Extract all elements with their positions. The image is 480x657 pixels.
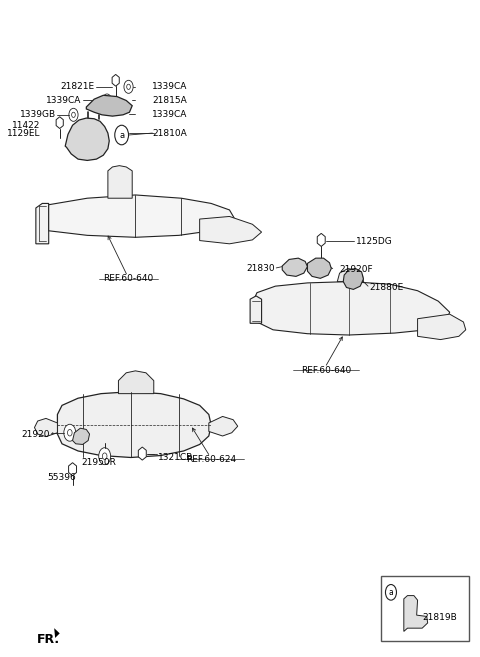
Text: 21920F: 21920F [339,265,373,275]
Circle shape [64,424,76,442]
Text: 21830: 21830 [247,264,276,273]
Circle shape [102,94,111,107]
Polygon shape [69,463,76,476]
Polygon shape [36,204,48,244]
Text: REF.60-640: REF.60-640 [103,275,154,283]
Polygon shape [343,269,363,290]
Polygon shape [65,118,109,160]
Text: a: a [389,588,393,597]
Circle shape [105,98,109,103]
Text: 21815A: 21815A [152,96,187,105]
Circle shape [385,585,396,600]
Polygon shape [48,195,234,237]
Polygon shape [337,269,363,282]
Text: 21821E: 21821E [60,82,94,91]
Text: 1321CB: 1321CB [158,453,193,462]
Polygon shape [72,428,90,444]
Polygon shape [112,74,119,86]
Text: 1339CA: 1339CA [152,82,188,91]
Polygon shape [317,233,325,246]
Circle shape [127,84,131,89]
Text: 21950R: 21950R [81,457,116,466]
Polygon shape [418,314,466,340]
Text: 1339GB: 1339GB [20,110,56,120]
Text: 1129EL: 1129EL [7,129,40,137]
Text: FR.: FR. [37,633,60,646]
Circle shape [72,112,75,118]
Polygon shape [58,392,211,457]
Circle shape [102,453,107,459]
Text: 1125DG: 1125DG [356,237,392,246]
Text: 21880E: 21880E [370,283,404,292]
Polygon shape [308,258,331,279]
Polygon shape [56,117,63,129]
Polygon shape [138,447,146,460]
Text: 1339CA: 1339CA [47,96,82,105]
Polygon shape [54,628,60,638]
Polygon shape [200,216,262,244]
Polygon shape [35,419,58,437]
Polygon shape [86,95,132,116]
Text: REF.60-640: REF.60-640 [300,366,351,374]
Circle shape [124,80,133,93]
Circle shape [69,108,78,122]
Circle shape [99,447,111,464]
Polygon shape [252,282,450,335]
Text: 21920: 21920 [21,430,49,438]
Polygon shape [404,596,428,631]
Circle shape [115,125,129,145]
Text: 55396: 55396 [48,472,76,482]
Text: 21810A: 21810A [152,129,187,137]
Polygon shape [250,296,262,323]
Polygon shape [282,258,308,277]
Circle shape [68,430,72,436]
Text: REF.60-624: REF.60-624 [186,455,236,464]
Polygon shape [108,166,132,198]
Text: 11422: 11422 [12,121,40,129]
Text: 21819B: 21819B [422,613,457,622]
Text: 1339CA: 1339CA [152,110,188,120]
Polygon shape [209,417,238,436]
Text: a: a [119,131,124,139]
Polygon shape [119,371,154,394]
